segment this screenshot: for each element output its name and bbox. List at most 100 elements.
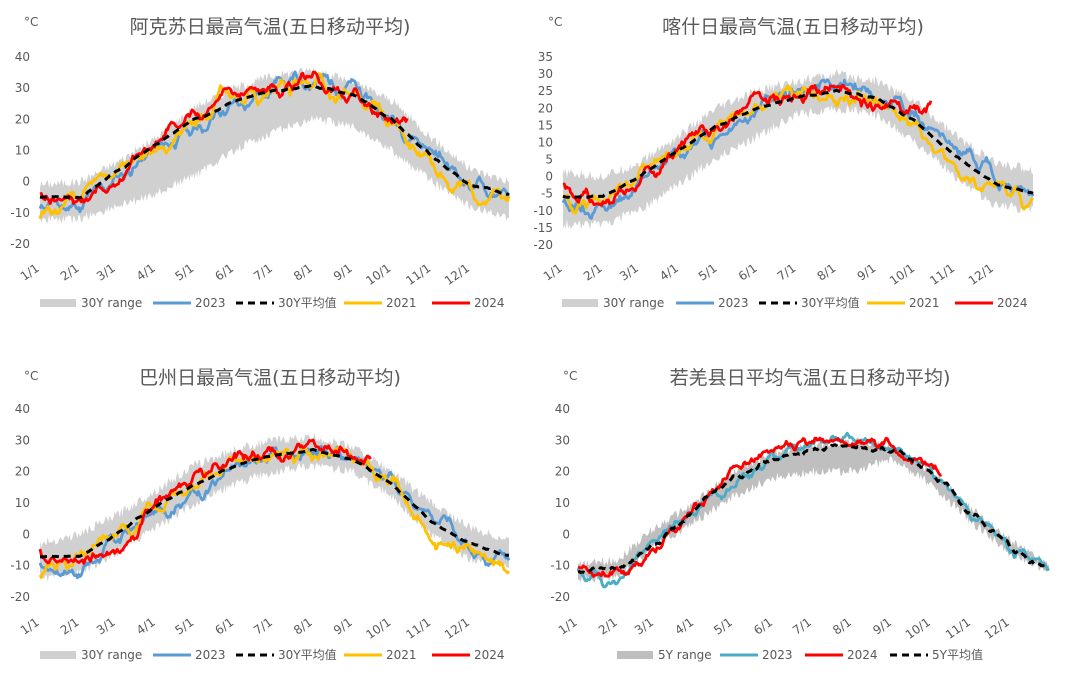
unit-label: °C [24,15,38,29]
legend-item: 5Y平均值 [890,647,983,662]
y-tick-label: 5 [545,153,553,167]
legend-label: 2024 [997,296,1028,310]
x-tick-label: 2/1 [581,261,605,284]
chart-panel-1: 阿克苏日最高气温(五日移动平均) °C -20 -10 0 10 20 30 40 1/1 2/1 3… [10,15,511,310]
y-tick-label: 40 [555,402,570,416]
x-tick-label: 6/1 [736,261,760,284]
x-tick-label: 3/1 [94,261,118,284]
y-tick-label: -20 [550,590,570,604]
x-tick-label: 7/1 [251,615,275,638]
x-tick-label: 2/1 [58,615,82,638]
x-tick-label: 10/1 [903,615,933,642]
legend: 5Y range 2023 2024 5Y平均值 [617,647,983,662]
unit-label: °C [24,369,38,383]
x-tick-label: 11/1 [403,261,433,288]
x-tick-label: 5/1 [711,615,735,638]
x-tick-label: 4/1 [134,261,158,284]
series-line-2024 [577,436,942,578]
x-tick-label: 9/1 [331,615,355,638]
legend-label: 2024 [474,648,505,662]
x-tick-label: 1/1 [18,261,42,284]
y-tick-label: 40 [15,50,30,64]
y-tick-label: 0 [545,170,553,184]
legend-swatch [40,651,76,659]
legend-item: 2024 [805,648,878,662]
x-tick-label: 6/1 [751,615,775,638]
y-tick-label: 30 [15,81,30,95]
legend-label: 30Y range [603,296,664,310]
y-tick-label: 15 [538,118,553,132]
legend: 30Y range 2023 30Y平均值 2021 2024 [40,647,505,662]
legend-label: 2023 [195,648,226,662]
legend-item: 30Y平均值 [759,295,860,310]
chart-title: 巴州日最高气温(五日移动平均) [139,367,401,389]
x-tick-label: 8/1 [830,615,854,638]
unit-label: °C [548,15,562,29]
y-tick-label: 10 [538,135,553,149]
legend-label: 30Y平均值 [801,295,860,310]
x-tick-label: 12/1 [442,615,472,642]
chart-title: 喀什日最高气温(五日移动平均) [662,16,924,38]
x-tick-label: 10/1 [363,615,393,642]
x-tick-label: 11/1 [403,615,433,642]
x-tick-label: 3/1 [632,615,656,638]
legend-item: 30Y range [40,296,142,310]
x-tick-label: 8/1 [815,261,839,284]
y-tick-label: -10 [533,204,553,218]
series-line-2024 [562,84,933,207]
y-tick-label: 10 [15,496,30,510]
x-tick-label: 11/1 [927,261,957,288]
legend-label: 30Y平均值 [278,295,337,310]
legend-item: 2023 [720,648,793,662]
y-tick-label: -20 [10,590,30,604]
range-band [578,437,1049,583]
chart-panel-3: 巴州日最高气温(五日移动平均) °C -20 -10 0 10 20 30 40 1/1 2/1 3/… [10,367,511,662]
series-line-5Y平均值 [577,443,1050,575]
y-tick-label: -20 [533,238,553,252]
y-tick-label: 0 [562,527,570,541]
legend-item: 30Y平均值 [236,647,337,662]
x-tick-label: 5/1 [172,615,196,638]
legend-label: 5Y平均值 [932,647,983,662]
x-tick-label: 1/1 [556,615,580,638]
chart-title: 阿克苏日最高气温(五日移动平均) [130,16,411,38]
legend-item: 2023 [153,296,226,310]
chart-panel-2: 喀什日最高气温(五日移动平均) °C -20 -15 -10 -5 0 5 10 15 20 25 30… [533,15,1035,310]
x-tick-label: 5/1 [696,261,720,284]
x-tick-label: 5/1 [172,261,196,284]
legend: 30Y range 2023 30Y平均值 2021 2024 [40,295,505,310]
unit-label: °C [563,369,577,383]
x-tick-label: 4/1 [672,615,696,638]
x-tick-label: 9/1 [870,615,894,638]
series-line-30Y平均值 [39,447,510,559]
x-tick-label: 11/1 [943,615,973,642]
y-tick-label: -15 [533,221,553,235]
series-line-2024 [39,70,409,206]
x-tick-label: 12/1 [966,261,996,288]
y-tick-label: 25 [538,84,553,98]
legend-item: 2023 [676,296,749,310]
legend-label: 2021 [909,296,940,310]
series-line-30Y平均值 [39,83,510,200]
legend-label: 5Y range [658,648,712,662]
legend-swatch [617,651,653,659]
x-tick-label: 4/1 [657,261,681,284]
range-band [40,433,509,582]
x-tick-label: 1/1 [541,261,565,284]
series-line-2023 [38,444,511,580]
x-tick-label: 9/1 [331,261,355,284]
x-tick-label: 3/1 [617,261,641,284]
legend-item: 30Y平均值 [236,295,337,310]
legend-label: 30Y平均值 [278,647,337,662]
legend-item: 30Y range [40,648,142,662]
y-tick-label: 20 [555,465,570,479]
x-tick-label: 7/1 [251,261,275,284]
y-tick-label: 20 [538,101,553,115]
y-tick-label: -10 [10,206,30,220]
legend-label: 2023 [762,648,793,662]
legend-item: 2023 [153,648,226,662]
legend-swatch [562,299,598,307]
x-tick-label: 7/1 [775,261,799,284]
x-tick-label: 6/1 [212,615,236,638]
y-tick-label: -5 [541,187,553,201]
